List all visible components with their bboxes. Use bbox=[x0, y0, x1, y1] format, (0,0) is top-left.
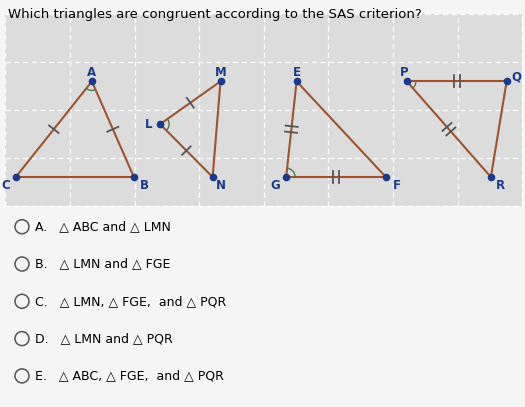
Text: B.   △ LMN and △ FGE: B. △ LMN and △ FGE bbox=[35, 258, 171, 271]
Text: L: L bbox=[145, 118, 152, 131]
Text: E: E bbox=[292, 66, 301, 79]
Text: D.   △ LMN and △ PQR: D. △ LMN and △ PQR bbox=[35, 332, 173, 345]
Bar bbox=[5, 14, 522, 206]
Text: R: R bbox=[496, 179, 505, 192]
Text: Q: Q bbox=[511, 71, 521, 84]
Text: A: A bbox=[87, 66, 97, 79]
Text: A.   △ ABC and △ LMN: A. △ ABC and △ LMN bbox=[35, 220, 171, 233]
Text: M: M bbox=[215, 66, 226, 79]
Text: G: G bbox=[271, 179, 280, 192]
Text: N: N bbox=[216, 179, 226, 192]
Text: C: C bbox=[1, 179, 9, 192]
Text: C.   △ LMN, △ FGE,  and △ PQR: C. △ LMN, △ FGE, and △ PQR bbox=[35, 295, 226, 308]
Text: Which triangles are congruent according to the SAS criterion?: Which triangles are congruent according … bbox=[8, 8, 422, 21]
Text: E.   △ ABC, △ FGE,  and △ PQR: E. △ ABC, △ FGE, and △ PQR bbox=[35, 370, 224, 383]
Text: P: P bbox=[400, 66, 408, 79]
Text: F: F bbox=[392, 179, 401, 192]
Text: B: B bbox=[140, 179, 149, 192]
